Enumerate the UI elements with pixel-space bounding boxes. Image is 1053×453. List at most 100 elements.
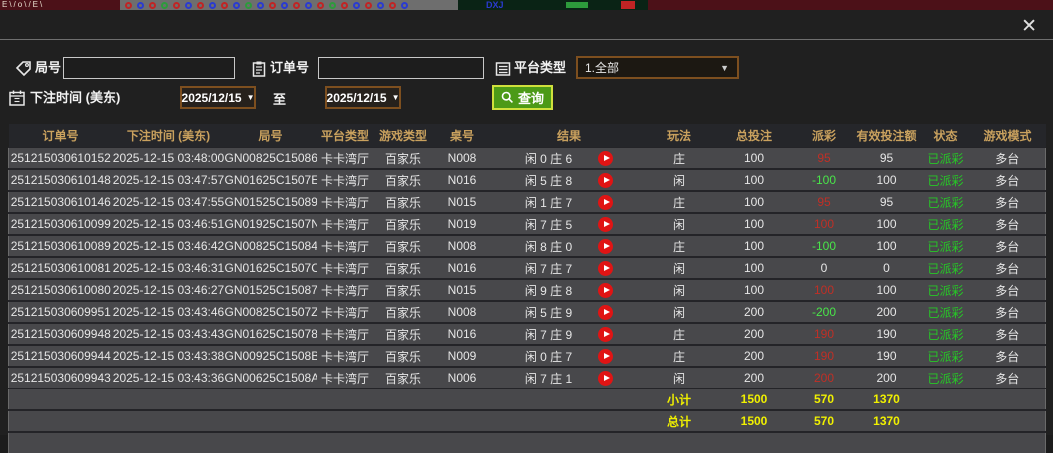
cell-game-type: 百家乐 (384, 173, 421, 188)
replay-play-icon[interactable] (598, 348, 614, 364)
cell-status: 已派彩 (927, 217, 964, 232)
cell-game-type: 百家乐 (384, 349, 421, 364)
replay-play-icon[interactable] (598, 194, 614, 210)
grand-total-label: 总计 (666, 414, 691, 429)
grand-total-total-bet: 1500 (740, 414, 768, 428)
cell-total-bet: 100 (743, 239, 765, 253)
cell-payout: 0 (820, 261, 828, 275)
cell-game-type: 百家乐 (384, 151, 421, 166)
cell-payout: 200 (813, 371, 835, 385)
cell-game-no: GN01525C15089 (224, 195, 317, 209)
platform-type-select[interactable]: 1.全部 ▼ (576, 56, 739, 79)
subtotal-valid-bet: 1370 (873, 392, 900, 406)
order-no-label: 订单号 (270, 60, 310, 75)
cell-total-bet: 100 (743, 173, 765, 187)
date-from-picker[interactable]: 2025/12/15 ▼ (180, 86, 256, 109)
result-text: 闲 1 庄 7 (524, 195, 573, 210)
cell-game-no: GN00825C15084 (224, 239, 317, 253)
subtotal-label: 小计 (666, 392, 691, 407)
replay-play-icon[interactable] (598, 238, 614, 254)
result-text: 闲 5 庄 9 (524, 305, 573, 320)
cell-game-type: 百家乐 (384, 217, 421, 232)
to-label: 至 (273, 92, 287, 107)
result-text: 闲 7 庄 7 (524, 261, 573, 276)
replay-play-icon[interactable] (598, 304, 614, 320)
cell-bet-time: 2025-12-15 03:43:36 (112, 371, 225, 385)
cell-game-type: 百家乐 (384, 239, 421, 254)
cell-play: 庄 (672, 239, 685, 254)
date-to-value: 2025/12/15 (326, 90, 387, 105)
cell-valid-bet: 95 (879, 195, 894, 209)
replay-play-icon[interactable] (598, 216, 614, 232)
cell-mode: 多台 (995, 305, 1020, 320)
table-row: 251215030610099 2025-12-15 03:46:51 GN01… (8, 213, 1046, 235)
game-no-label: 局号 (35, 60, 62, 75)
cell-valid-bet: 100 (876, 239, 897, 253)
cell-bet-time: 2025-12-15 03:47:57 (112, 173, 225, 187)
table-row: 251215030609948 2025-12-15 03:43:43 GN01… (8, 323, 1046, 345)
cell-valid-bet: 100 (876, 173, 897, 187)
col-result: 结果 (491, 124, 647, 148)
cell-mode: 多台 (995, 239, 1020, 254)
cell-order-id: 251215030610099 (10, 217, 111, 231)
game-no-input[interactable] (63, 57, 235, 79)
search-button[interactable]: 查询 (492, 85, 554, 110)
cell-play: 庄 (672, 195, 685, 210)
cell-platform: 卡卡湾厅 (320, 261, 369, 276)
cell-table-no: N008 (447, 305, 477, 319)
background-logo: DXJ (486, 0, 504, 10)
cell-result: 闲 7 庄 5 (492, 213, 647, 235)
cell-status: 已派彩 (927, 327, 964, 342)
cell-play: 闲 (672, 217, 685, 232)
cell-status: 已派彩 (927, 195, 964, 210)
cell-game-no: GN00925C1508B (224, 349, 317, 363)
order-no-input[interactable] (318, 57, 484, 79)
cell-payout: -100 (811, 239, 837, 253)
grand-total-row: 总计 1500 570 1370 (8, 410, 1046, 432)
cell-result: 闲 9 庄 8 (492, 279, 647, 301)
cell-bet-time: 2025-12-15 03:47:55 (112, 195, 225, 209)
close-icon[interactable]: ✕ (1021, 16, 1037, 37)
cell-status: 已派彩 (927, 371, 964, 386)
cell-result: 闲 0 庄 7 (492, 345, 647, 367)
cell-order-id: 251215030610148 (10, 173, 111, 187)
result-text: 闲 5 庄 8 (524, 173, 573, 188)
chevron-down-icon: ▼ (246, 93, 255, 102)
replay-play-icon[interactable] (598, 326, 614, 342)
replay-play-icon[interactable] (598, 370, 614, 386)
cell-payout: 190 (813, 327, 835, 341)
chevron-down-icon: ▼ (391, 93, 400, 102)
cell-play: 闲 (672, 283, 685, 298)
cell-mode: 多台 (995, 217, 1020, 232)
cell-status: 已派彩 (927, 283, 964, 298)
col-mode: 游戏模式 (969, 124, 1046, 148)
cell-play: 闲 (672, 305, 685, 320)
date-to-picker[interactable]: 2025/12/15 ▼ (325, 86, 401, 109)
cell-game-no: GN01625C15078 (224, 327, 317, 341)
table-row: 251215030609944 2025-12-15 03:43:38 GN00… (8, 345, 1046, 367)
replay-play-icon[interactable] (598, 282, 614, 298)
cell-table-no: N016 (447, 261, 477, 275)
cell-order-id: 251215030610081 (10, 261, 111, 275)
cell-status: 已派彩 (927, 151, 964, 166)
replay-play-icon[interactable] (598, 260, 614, 276)
cell-mode: 多台 (995, 195, 1020, 210)
cell-table-no: N019 (447, 217, 477, 231)
cell-table-no: N009 (447, 349, 477, 363)
replay-play-icon[interactable] (598, 172, 614, 188)
replay-play-icon[interactable] (598, 150, 614, 166)
cell-mode: 多台 (995, 371, 1020, 386)
cell-table-no: N016 (447, 327, 477, 341)
search-button-label: 查询 (518, 91, 545, 106)
col-game-type: 游戏类型 (373, 124, 433, 148)
cell-order-id: 251215030609948 (10, 327, 111, 341)
platform-type-value: 1.全部 (585, 61, 620, 75)
cell-game-type: 百家乐 (384, 371, 421, 386)
subtotal-total-bet: 1500 (740, 392, 768, 406)
cell-game-type: 百家乐 (384, 195, 421, 210)
col-payout: 派彩 (796, 124, 852, 148)
cell-platform: 卡卡湾厅 (320, 327, 369, 342)
cell-platform: 卡卡湾厅 (320, 173, 369, 188)
cell-platform: 卡卡湾厅 (320, 305, 369, 320)
cell-mode: 多台 (995, 261, 1020, 276)
